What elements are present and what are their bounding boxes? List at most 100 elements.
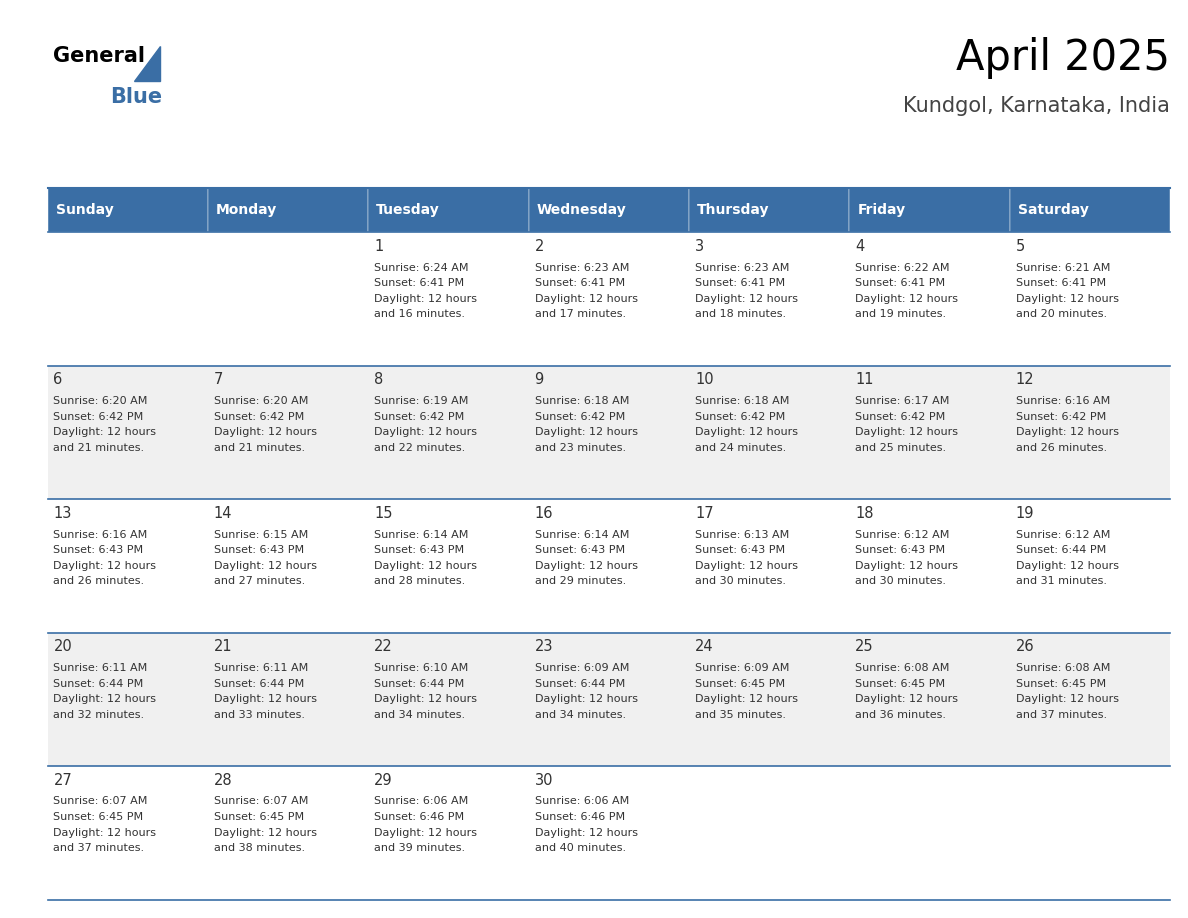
Text: 25: 25 [855,639,874,655]
Text: and 25 minutes.: and 25 minutes. [855,442,947,453]
FancyBboxPatch shape [48,499,208,633]
Text: Sunset: 6:43 PM: Sunset: 6:43 PM [695,545,785,555]
Text: Sunset: 6:46 PM: Sunset: 6:46 PM [374,812,465,822]
Text: Daylight: 12 hours: Daylight: 12 hours [535,694,638,704]
FancyBboxPatch shape [689,232,849,365]
Text: Sunrise: 6:20 AM: Sunrise: 6:20 AM [53,396,147,406]
Text: Sunrise: 6:06 AM: Sunrise: 6:06 AM [535,797,628,806]
Text: Daylight: 12 hours: Daylight: 12 hours [855,694,959,704]
Text: and 21 minutes.: and 21 minutes. [53,442,145,453]
Text: Daylight: 12 hours: Daylight: 12 hours [53,427,157,437]
Text: Daylight: 12 hours: Daylight: 12 hours [1016,427,1119,437]
Text: 21: 21 [214,639,233,655]
Text: and 27 minutes.: and 27 minutes. [214,577,305,587]
Text: and 37 minutes.: and 37 minutes. [1016,710,1107,720]
Text: 3: 3 [695,239,704,253]
Text: 26: 26 [1016,639,1035,655]
FancyBboxPatch shape [208,767,368,900]
Text: Saturday: Saturday [1018,203,1088,218]
FancyBboxPatch shape [1010,188,1170,232]
Text: Sunset: 6:41 PM: Sunset: 6:41 PM [695,278,785,288]
Text: Sunset: 6:42 PM: Sunset: 6:42 PM [53,411,144,421]
FancyBboxPatch shape [368,633,529,767]
FancyBboxPatch shape [849,633,1010,767]
FancyBboxPatch shape [368,188,529,232]
Text: and 22 minutes.: and 22 minutes. [374,442,466,453]
Text: 15: 15 [374,506,393,521]
Text: and 17 minutes.: and 17 minutes. [535,309,626,319]
Polygon shape [134,46,160,81]
Text: and 29 minutes.: and 29 minutes. [535,577,626,587]
Text: Daylight: 12 hours: Daylight: 12 hours [1016,561,1119,571]
Text: Sunset: 6:44 PM: Sunset: 6:44 PM [214,678,304,688]
FancyBboxPatch shape [1010,365,1170,499]
Text: Sunrise: 6:14 AM: Sunrise: 6:14 AM [374,530,468,540]
Text: Blue: Blue [110,87,163,107]
Text: Sunset: 6:42 PM: Sunset: 6:42 PM [1016,411,1106,421]
Text: Sunset: 6:44 PM: Sunset: 6:44 PM [53,678,144,688]
FancyBboxPatch shape [208,499,368,633]
Text: Daylight: 12 hours: Daylight: 12 hours [695,694,798,704]
Text: and 35 minutes.: and 35 minutes. [695,710,786,720]
Text: Sunrise: 6:19 AM: Sunrise: 6:19 AM [374,396,468,406]
Text: Sunday: Sunday [56,203,113,218]
Text: Sunset: 6:42 PM: Sunset: 6:42 PM [855,411,946,421]
Text: 5: 5 [1016,239,1025,253]
Text: Sunrise: 6:12 AM: Sunrise: 6:12 AM [855,530,949,540]
Text: Sunset: 6:45 PM: Sunset: 6:45 PM [855,678,946,688]
FancyBboxPatch shape [529,633,689,767]
Text: and 30 minutes.: and 30 minutes. [695,577,786,587]
FancyBboxPatch shape [689,767,849,900]
Text: Daylight: 12 hours: Daylight: 12 hours [53,694,157,704]
Text: Daylight: 12 hours: Daylight: 12 hours [535,294,638,304]
FancyBboxPatch shape [368,499,529,633]
Text: Sunset: 6:41 PM: Sunset: 6:41 PM [1016,278,1106,288]
Text: and 34 minutes.: and 34 minutes. [535,710,626,720]
Text: and 34 minutes.: and 34 minutes. [374,710,466,720]
Text: Sunset: 6:41 PM: Sunset: 6:41 PM [855,278,946,288]
Text: 7: 7 [214,372,223,387]
Text: Sunrise: 6:08 AM: Sunrise: 6:08 AM [855,663,949,673]
Text: and 33 minutes.: and 33 minutes. [214,710,305,720]
FancyBboxPatch shape [529,365,689,499]
Text: Sunrise: 6:08 AM: Sunrise: 6:08 AM [1016,663,1110,673]
Text: Tuesday: Tuesday [377,203,440,218]
FancyBboxPatch shape [48,188,208,232]
Text: Sunrise: 6:17 AM: Sunrise: 6:17 AM [855,396,949,406]
Text: Sunset: 6:45 PM: Sunset: 6:45 PM [1016,678,1106,688]
Text: Wednesday: Wednesday [537,203,626,218]
FancyBboxPatch shape [48,767,208,900]
Text: 2: 2 [535,239,544,253]
Text: Kundgol, Karnataka, India: Kundgol, Karnataka, India [903,96,1170,117]
Text: April 2025: April 2025 [956,37,1170,79]
Text: Sunset: 6:46 PM: Sunset: 6:46 PM [535,812,625,822]
Text: Sunrise: 6:20 AM: Sunrise: 6:20 AM [214,396,308,406]
FancyBboxPatch shape [208,232,368,365]
Text: Sunrise: 6:13 AM: Sunrise: 6:13 AM [695,530,789,540]
FancyBboxPatch shape [689,633,849,767]
Text: 9: 9 [535,372,544,387]
Text: Sunrise: 6:23 AM: Sunrise: 6:23 AM [535,263,628,273]
Text: Sunrise: 6:14 AM: Sunrise: 6:14 AM [535,530,628,540]
Text: and 31 minutes.: and 31 minutes. [1016,577,1107,587]
Text: and 24 minutes.: and 24 minutes. [695,442,786,453]
Text: and 19 minutes.: and 19 minutes. [855,309,947,319]
Text: and 39 minutes.: and 39 minutes. [374,844,466,853]
FancyBboxPatch shape [48,365,208,499]
Text: General: General [53,46,145,66]
FancyBboxPatch shape [48,633,208,767]
Text: Friday: Friday [858,203,905,218]
Text: 13: 13 [53,506,71,521]
Text: 14: 14 [214,506,233,521]
Text: and 18 minutes.: and 18 minutes. [695,309,786,319]
Text: Sunset: 6:41 PM: Sunset: 6:41 PM [374,278,465,288]
Text: and 36 minutes.: and 36 minutes. [855,710,947,720]
FancyBboxPatch shape [48,232,208,365]
Text: Daylight: 12 hours: Daylight: 12 hours [374,694,478,704]
Text: Sunrise: 6:07 AM: Sunrise: 6:07 AM [214,797,308,806]
Text: 28: 28 [214,773,233,788]
Text: Daylight: 12 hours: Daylight: 12 hours [214,427,317,437]
Text: 23: 23 [535,639,554,655]
Text: 30: 30 [535,773,554,788]
Text: 10: 10 [695,372,714,387]
